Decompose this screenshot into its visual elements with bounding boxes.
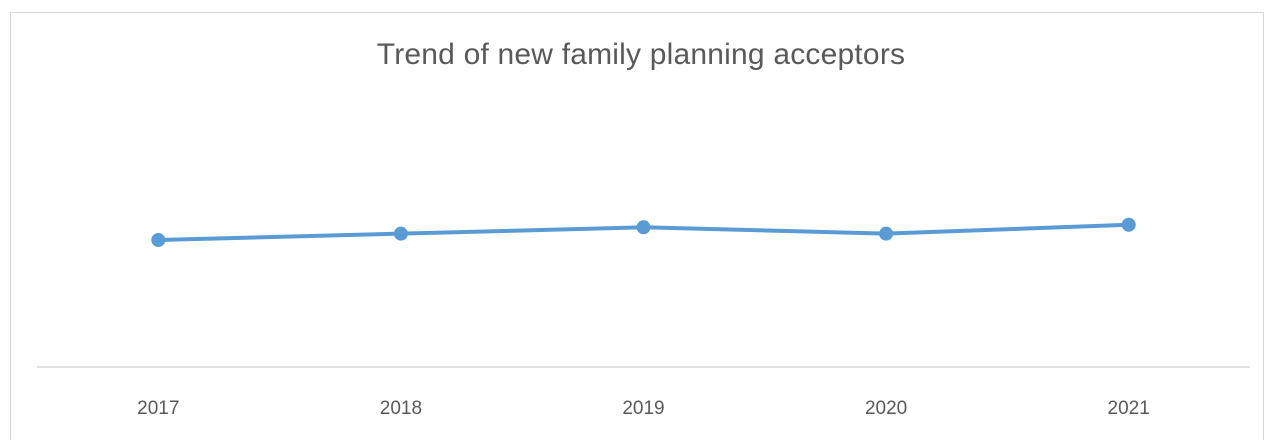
data-point-2017 [151,233,166,247]
x-tick-label-2020: 2020 [865,398,907,419]
x-tick-label-2021: 2021 [1108,398,1150,419]
series-layer [151,217,1136,247]
data-point-2021 [1121,217,1136,232]
x-tick-label-2019: 2019 [622,398,664,419]
data-point-2019 [636,220,651,235]
data-point-2018 [393,226,408,241]
x-tick-label-2017: 2017 [137,398,179,419]
chart-title: Trend of new family planning acceptors [376,38,906,71]
data-point-2020 [879,226,894,241]
x-tick-labels: 2017 2018 2019 2020 2021 [137,398,1150,419]
x-tick-label-2018: 2018 [380,398,422,419]
